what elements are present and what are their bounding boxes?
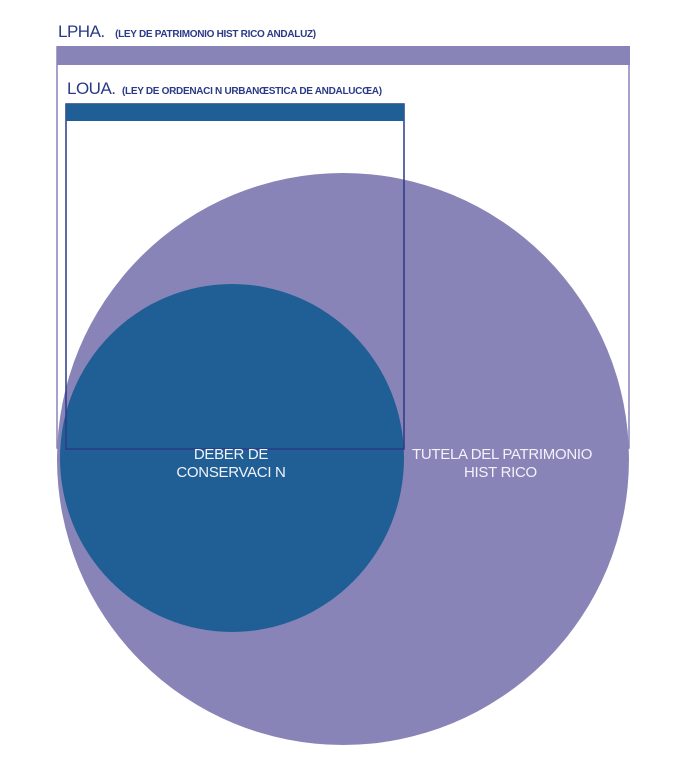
deber-label: DEBER DE CONSERVACI N [146,446,316,482]
loua-abbr: LOUA. [67,79,116,98]
tutela-label-line1: TUTELA DEL PATRIMONIO [412,446,593,463]
loua-bar [66,104,404,121]
loua-full-name: (LEY DE ORDENACI N URBANŒSTICA DE ANDALU… [121,86,382,97]
lpha-full-name: (LEY DE PATRIMONIO HIST RICO ANDALUZ) [115,29,316,40]
deber-label-line2: CONSERVACI N [176,464,286,481]
lpha-bar [57,46,630,65]
lpha-abbr: LPHA. [58,22,105,41]
tutela-label-line2: HIST RICO [464,464,537,481]
tutela-label: TUTELA DEL PATRIMONIO HIST RICO [412,446,632,482]
deber-circle [60,284,404,632]
lpha-label: LPHA. (LEY DE PATRIMONIO HIST RICO ANDAL… [58,22,316,42]
loua-label: LOUA. (LEY DE ORDENACI N URBANŒSTICA DE … [67,79,382,99]
deber-label-line1: DEBER DE [193,446,269,463]
